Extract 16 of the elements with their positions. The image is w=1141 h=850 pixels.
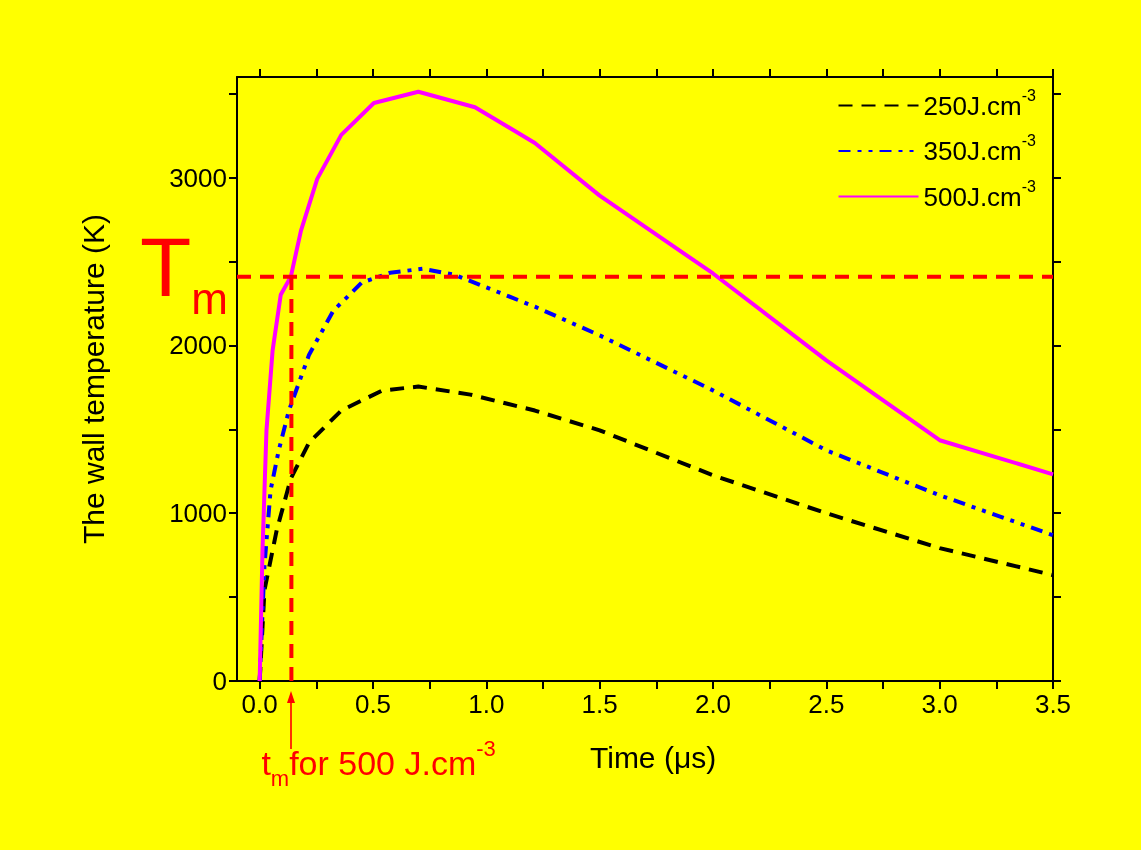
x-axis-title: Time (μs): [590, 740, 717, 774]
x-tick-label: 3.0: [921, 689, 958, 719]
line-series: [257, 89, 1055, 683]
x-tick-label: 0.0: [241, 689, 278, 719]
ref-line-label: T$_{m}$: [140, 219, 228, 323]
x-tick-label: 2.0: [694, 689, 732, 719]
x-tick-label: 3.5: [1034, 689, 1072, 719]
y-tick-label: 2000: [169, 330, 227, 361]
y-tick-label: 0: [212, 666, 227, 696]
y-tick-label: 1000: [169, 498, 227, 529]
y-axis-title: The wall temperature (K): [76, 213, 110, 545]
x-tick-label: 1.0: [468, 689, 505, 719]
y-tick-label: 3000: [169, 162, 227, 193]
x-tick-label: 0.5: [354, 689, 392, 719]
x-tick-label: 2.5: [808, 689, 845, 719]
x-tick-label: 1.5: [581, 689, 618, 719]
